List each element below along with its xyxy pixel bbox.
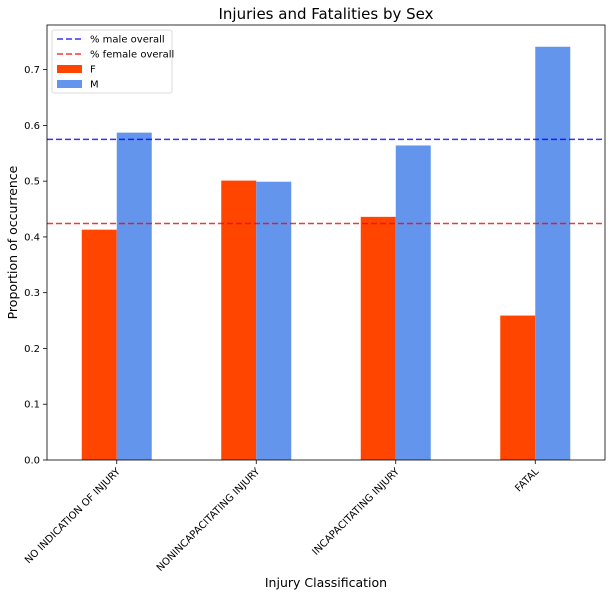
y-tick-label: 0.1 bbox=[24, 400, 40, 411]
legend-patch-marker bbox=[57, 65, 82, 73]
bar-m-1 bbox=[116, 132, 152, 460]
legend: % male overall % female overall FM bbox=[51, 29, 174, 94]
bar-m-4 bbox=[535, 46, 571, 460]
bar-f-4 bbox=[500, 315, 536, 460]
x-tick-label: NO INDICATION OF INJURY bbox=[23, 466, 123, 566]
legend-patch-marker bbox=[57, 80, 82, 88]
legend-box bbox=[51, 29, 173, 94]
y-tick-label: 0.7 bbox=[24, 65, 40, 76]
legend-label: % male overall bbox=[90, 35, 165, 46]
y-tick-label: 0.3 bbox=[24, 288, 40, 299]
bar-m-2 bbox=[256, 181, 292, 460]
bar-f-3 bbox=[360, 216, 396, 460]
bar-m-3 bbox=[395, 145, 431, 460]
x-tick-label: FATAL bbox=[513, 466, 541, 494]
y-tick-label: 0.4 bbox=[24, 232, 40, 243]
y-tick-label: 0.2 bbox=[24, 344, 40, 355]
x-axis-title: Injury Classification bbox=[265, 575, 387, 590]
bar-f-2 bbox=[221, 180, 257, 460]
legend-label: M bbox=[90, 80, 99, 91]
y-tick-label: 0.0 bbox=[24, 456, 40, 467]
legend-label: F bbox=[90, 65, 96, 76]
y-axis-title: Proportion of occurrence bbox=[5, 165, 20, 319]
y-tick-label: 0.5 bbox=[24, 177, 40, 188]
chart-title: Injuries and Fatalities by Sex bbox=[219, 5, 434, 23]
x-tick-label: NONINCAPACITATING INJURY bbox=[155, 466, 263, 574]
y-tick-label: 0.6 bbox=[24, 121, 40, 132]
bar-f-1 bbox=[81, 229, 117, 460]
legend-label: % female overall bbox=[90, 50, 174, 61]
plot-area: 0.0 0.1 0.2 0.3 0.4 0.5 0.6 0.7 NO INDICATION OF… bbox=[23, 24, 606, 574]
x-tick-label: INCAPACITATING INJURY bbox=[310, 466, 402, 558]
plot-frame bbox=[46, 24, 606, 461]
